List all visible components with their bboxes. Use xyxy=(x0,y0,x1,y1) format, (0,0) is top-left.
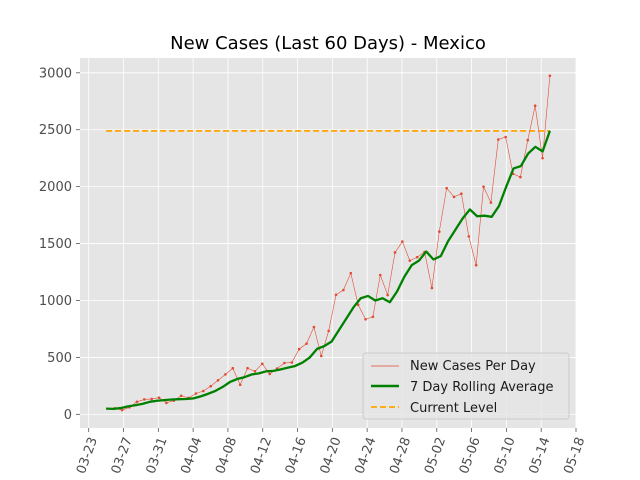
daily-cases-point xyxy=(460,192,463,196)
legend-label-daily: New Cases Per Day xyxy=(410,359,536,374)
daily-cases-point xyxy=(260,362,264,366)
daily-cases-point xyxy=(437,230,441,233)
y-tick-label: 0 xyxy=(64,408,72,423)
daily-cases-point xyxy=(238,383,242,387)
daily-cases-point xyxy=(231,366,235,370)
daily-cases-point xyxy=(474,263,478,267)
y-tick-label: 2000 xyxy=(39,180,72,195)
x-tick-label: 05-06 xyxy=(457,435,484,476)
daily-cases-point xyxy=(150,397,153,401)
daily-cases-point xyxy=(364,317,367,321)
daily-cases-point xyxy=(143,398,146,401)
daily-cases-point xyxy=(201,389,205,393)
x-tick-label: 04-28 xyxy=(387,435,414,476)
daily-cases-point xyxy=(224,373,227,376)
daily-cases-point xyxy=(179,394,183,398)
daily-cases-point xyxy=(216,378,220,382)
x-tick-label: 05-02 xyxy=(422,435,449,476)
chart-title: New Cases (Last 60 Days) - Mexico xyxy=(170,33,486,54)
daily-cases-point xyxy=(482,185,485,188)
daily-cases-point xyxy=(120,408,124,412)
rolling-average-line xyxy=(106,130,551,411)
daily-cases-point xyxy=(489,201,493,204)
daily-cases-point xyxy=(386,293,389,297)
daily-cases-point xyxy=(283,361,286,365)
legend-label-current: Current Level xyxy=(410,401,497,416)
daily-cases-point xyxy=(393,251,397,254)
daily-cases-point xyxy=(452,195,456,199)
daily-cases-point xyxy=(467,235,471,238)
x-tick-label: 03-27 xyxy=(109,435,136,476)
x-tick-label: 04-24 xyxy=(352,435,379,476)
daily-cases-point xyxy=(319,354,323,358)
x-tick-label: 04-08 xyxy=(213,435,240,476)
daily-cases-point xyxy=(342,288,345,292)
daily-cases-point xyxy=(157,396,161,400)
daily-cases-point xyxy=(209,384,212,388)
daily-cases-point xyxy=(430,286,434,290)
daily-cases-point xyxy=(305,342,308,345)
x-tick-label: 05-14 xyxy=(526,435,553,476)
legend-label-rolling: 7 Day Rolling Average xyxy=(410,380,553,395)
x-tick-label: 03-23 xyxy=(74,435,101,476)
daily-cases-point xyxy=(541,156,544,160)
daily-cases-point xyxy=(356,303,360,307)
daily-cases-point xyxy=(415,255,419,259)
daily-cases-point xyxy=(533,104,537,108)
x-tick-label: 04-20 xyxy=(318,435,345,476)
daily-cases-point xyxy=(165,401,168,405)
daily-cases-point xyxy=(194,392,198,395)
x-tick-label: 04-04 xyxy=(178,435,205,476)
daily-cases-point xyxy=(253,370,257,373)
x-tick-label: 05-10 xyxy=(492,435,519,476)
y-tick-label: 1000 xyxy=(39,294,72,309)
daily-cases-point xyxy=(246,366,249,370)
daily-cases-point xyxy=(135,400,139,404)
y-tick-label: 2500 xyxy=(39,123,72,138)
daily-cases-point xyxy=(312,325,316,329)
daily-cases-point xyxy=(401,240,404,243)
daily-cases-point xyxy=(445,186,448,190)
legend: New Cases Per Day 7 Day Rolling Average … xyxy=(362,352,570,420)
daily-cases-point xyxy=(297,347,301,351)
y-tick-label: 1500 xyxy=(39,237,72,252)
x-tick-label: 03-31 xyxy=(144,435,171,476)
x-tick-label: 05-18 xyxy=(561,435,588,476)
y-tick-label: 3000 xyxy=(39,66,72,81)
legend-frame xyxy=(362,352,570,420)
daily-cases-point xyxy=(408,259,412,262)
series-layer xyxy=(106,74,552,412)
y-tick-label: 500 xyxy=(47,351,72,366)
x-tick-label: 04-16 xyxy=(283,435,310,476)
daily-cases-point xyxy=(371,315,375,319)
daily-cases-point xyxy=(526,138,530,142)
daily-cases-point xyxy=(504,135,507,139)
daily-cases-point xyxy=(327,329,330,333)
daily-cases-point xyxy=(496,138,500,141)
x-tick-label: 04-12 xyxy=(248,435,275,476)
daily-cases-point xyxy=(334,293,338,297)
daily-cases-point xyxy=(519,175,522,179)
daily-cases-point xyxy=(548,74,552,78)
daily-cases-point xyxy=(378,273,382,277)
daily-cases-point xyxy=(268,372,271,376)
daily-cases-point xyxy=(349,271,353,275)
daily-cases-point xyxy=(290,361,294,364)
